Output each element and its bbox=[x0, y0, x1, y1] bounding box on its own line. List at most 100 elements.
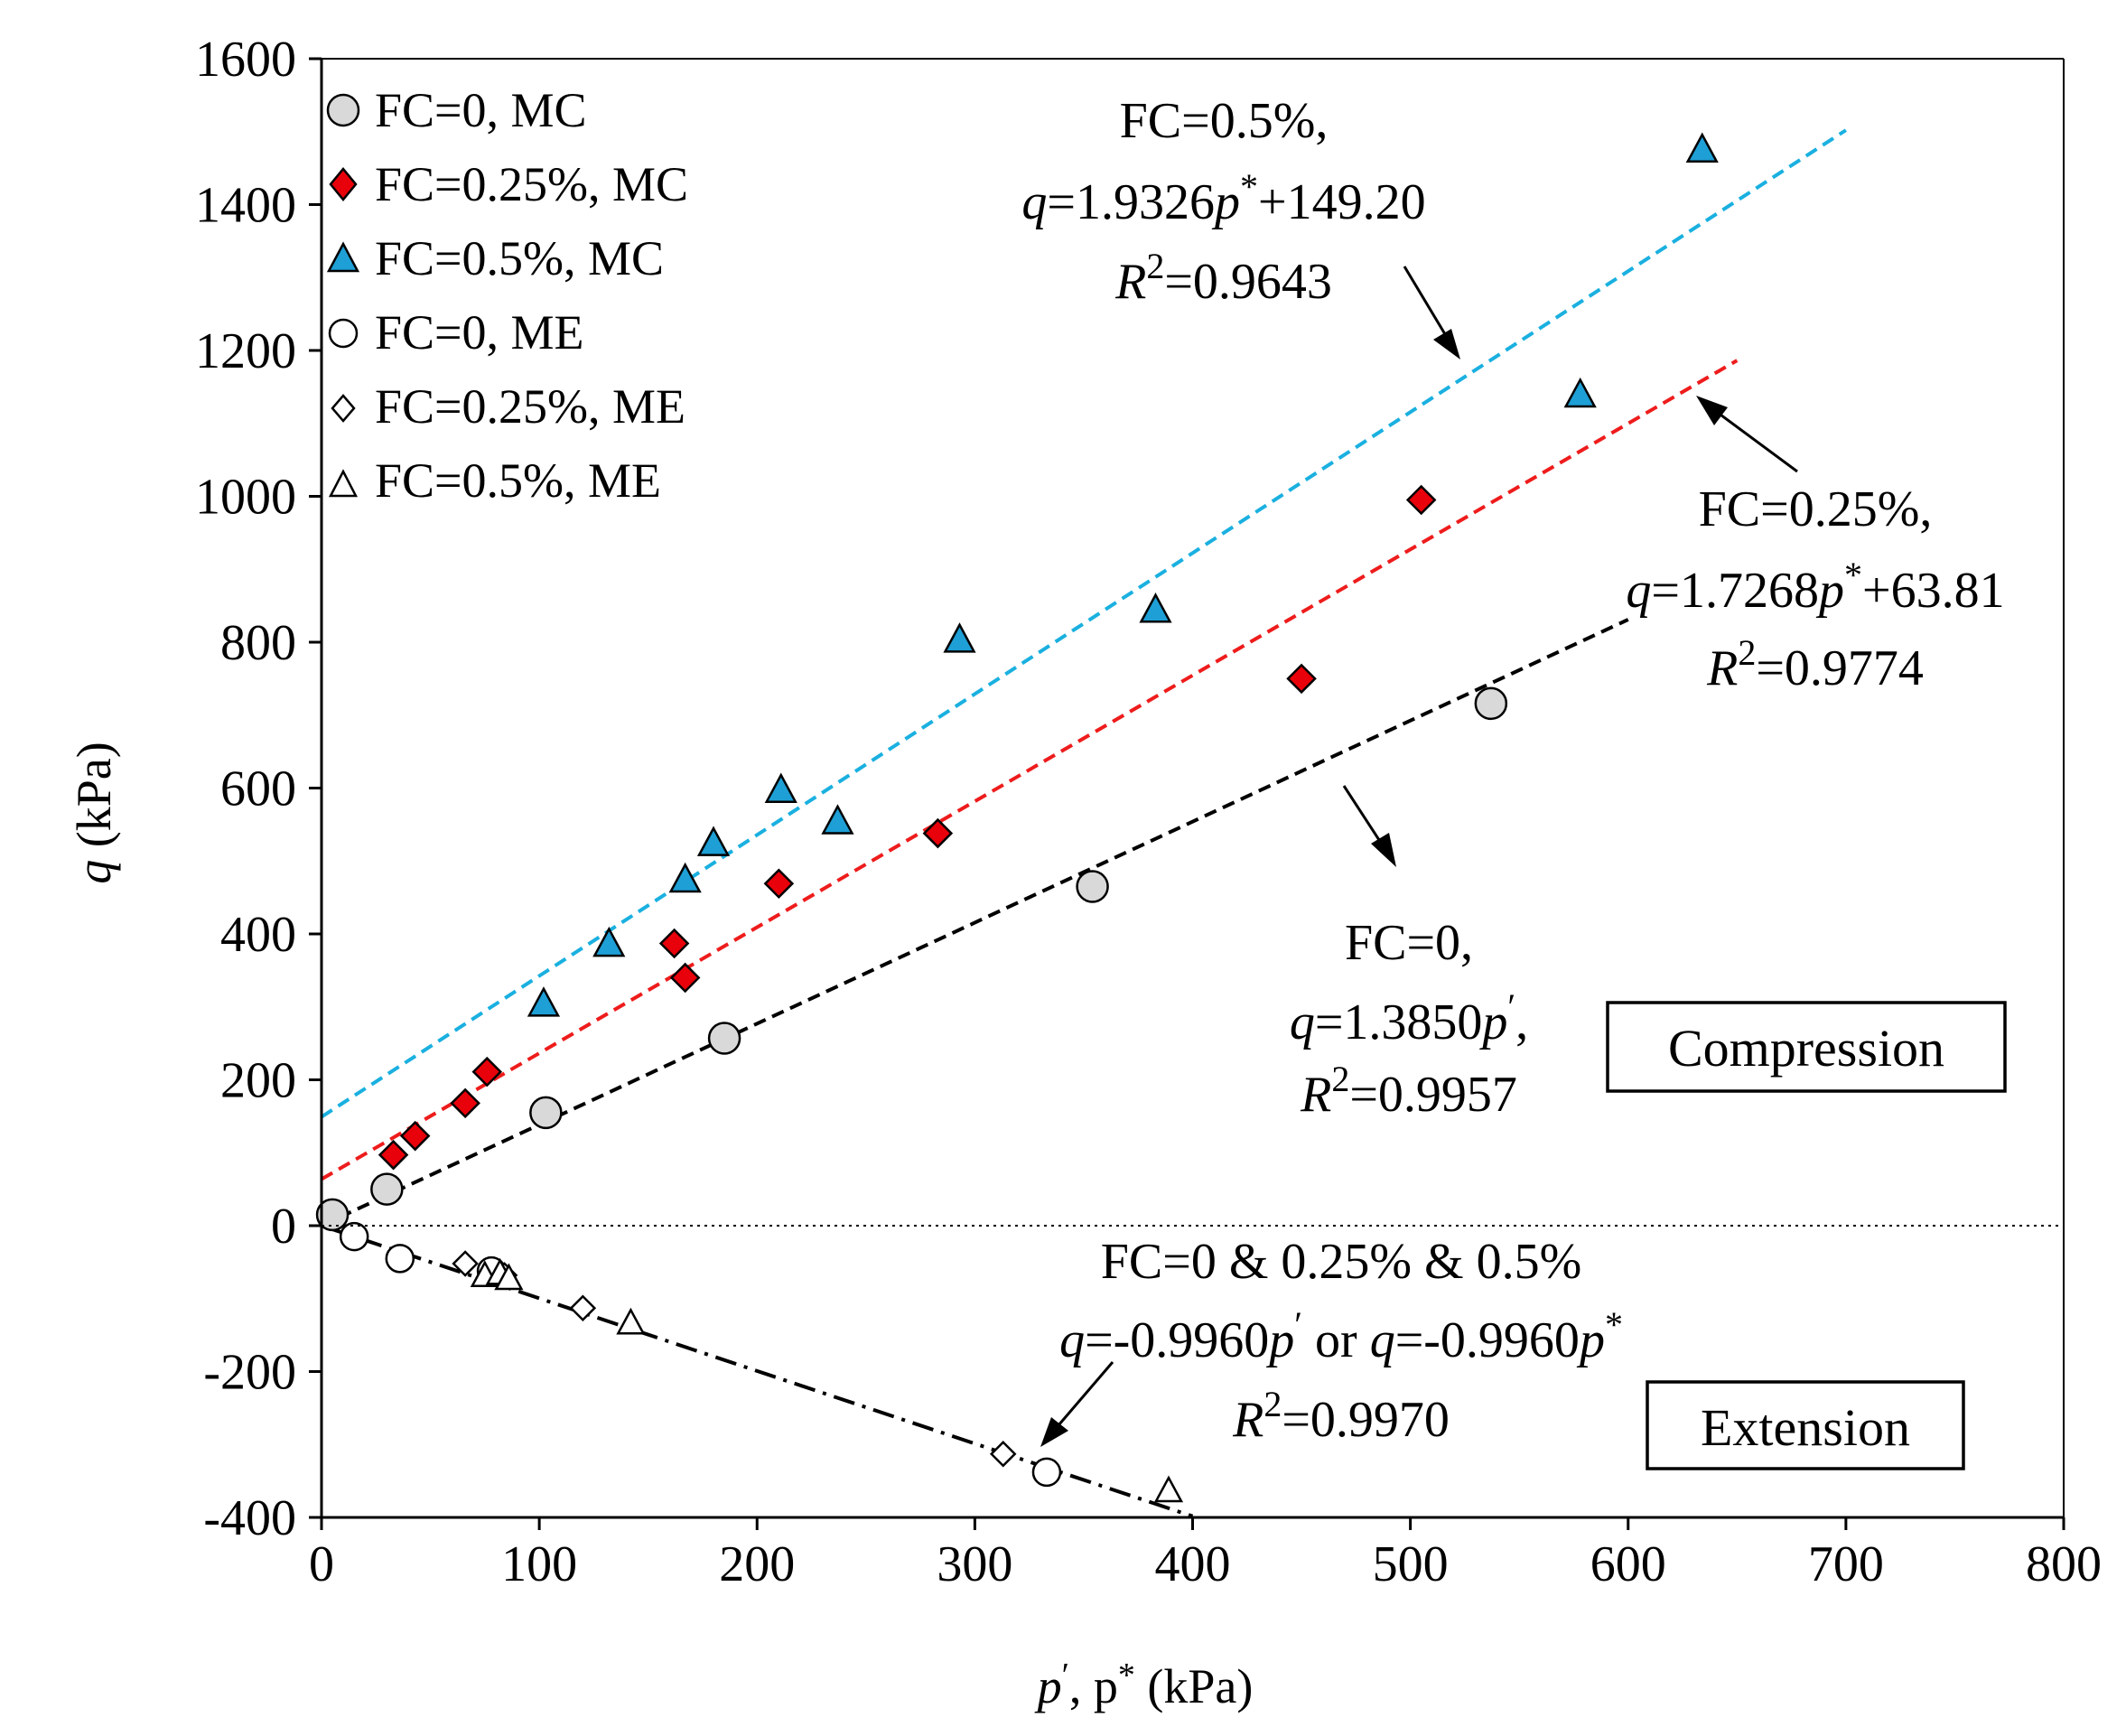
y-tick-label: 1000 bbox=[195, 470, 296, 526]
point-s3-3 bbox=[1031, 1457, 1062, 1488]
annotation-ext-arrowhead bbox=[1040, 1417, 1068, 1447]
y-tick-label: -200 bbox=[203, 1345, 296, 1401]
legend-label-fc05-me: FC=0.5%, ME bbox=[375, 453, 661, 508]
legend-label-fc025-mc: FC=0.25%, MC bbox=[375, 157, 688, 211]
point-s1-5 bbox=[669, 962, 701, 994]
point-s5-2 bbox=[494, 1263, 524, 1291]
y-tick-label: 1200 bbox=[195, 323, 296, 379]
compression-label-box: Compression bbox=[1606, 1001, 2007, 1093]
legend-label-fc0-mc: FC=0, MC bbox=[375, 83, 587, 137]
point-s2-2 bbox=[668, 862, 702, 893]
annotation-fc05-equation: q=1.9326p*+149.20 bbox=[1021, 166, 1425, 230]
legend-marker-fc05-me bbox=[328, 469, 359, 498]
point-s2-6 bbox=[943, 622, 976, 653]
legend-label-fc05-mc: FC=0.5%, MC bbox=[375, 231, 664, 285]
annotation-fc025-arrowhead bbox=[1696, 396, 1728, 425]
point-s1-1 bbox=[399, 1120, 431, 1152]
annotation-fc0: FC=0, q=1.3850p′, R2=0.9957 bbox=[1290, 785, 1528, 1123]
extension-box bbox=[1646, 1380, 1965, 1470]
x-tick-label: 200 bbox=[719, 1536, 795, 1592]
annotation-fc0-title: FC=0, bbox=[1345, 915, 1473, 971]
compression-box bbox=[1606, 1001, 2007, 1093]
point-s0-3 bbox=[707, 1022, 741, 1055]
x-tick-label: 100 bbox=[501, 1536, 577, 1592]
point-s2-8 bbox=[1563, 377, 1597, 408]
annotation-fc0-arrowhead bbox=[1371, 833, 1396, 867]
point-s1-0 bbox=[378, 1139, 409, 1171]
x-tick-label: 0 bbox=[309, 1536, 334, 1592]
y-tick-label: 1600 bbox=[195, 32, 296, 88]
point-s4-0 bbox=[452, 1250, 479, 1277]
extension-label: Extension bbox=[1701, 1398, 1910, 1457]
point-s1-4 bbox=[658, 928, 690, 959]
data-points bbox=[315, 132, 1719, 1503]
point-s5-4 bbox=[1153, 1475, 1184, 1503]
point-s1-6 bbox=[763, 868, 795, 900]
point-s1-8 bbox=[1286, 663, 1317, 695]
y-tick-label: 0 bbox=[271, 1199, 296, 1255]
point-s3-0 bbox=[339, 1221, 369, 1252]
legend-marker-fc025-mc bbox=[329, 167, 358, 201]
annotation-fc025-equation: q=1.7268p*+63.81 bbox=[1626, 555, 2004, 619]
legend: FC=0, MC FC=0.25%, MC FC=0.5%, MC FC=0, … bbox=[326, 83, 688, 508]
x-tick-label: 600 bbox=[1590, 1536, 1666, 1592]
point-s5-3 bbox=[616, 1307, 646, 1335]
point-s2-3 bbox=[696, 826, 731, 856]
trendline-0 bbox=[320, 128, 1847, 1119]
annotation-ext-equation: q=-0.9960p′ or q=-0.9960p* bbox=[1059, 1304, 1623, 1368]
y-tick-label: 600 bbox=[220, 761, 296, 817]
y-axis-label: q (kPa) bbox=[67, 742, 121, 883]
point-s2-1 bbox=[592, 926, 626, 957]
y-tick-label: -400 bbox=[203, 1490, 296, 1546]
trendline-1 bbox=[320, 359, 1739, 1181]
legend-marker-fc025-me bbox=[331, 394, 356, 423]
annotation-fc05-title: FC=0.5%, bbox=[1120, 93, 1329, 149]
extension-label-box: Extension bbox=[1646, 1380, 1965, 1470]
x-axis-label: p′, p* (kPa) bbox=[1034, 1657, 1254, 1713]
y-tick-label: 200 bbox=[220, 1053, 296, 1109]
legend-label-fc0-me: FC=0, ME bbox=[375, 305, 584, 359]
compression-label: Compression bbox=[1668, 1019, 1944, 1078]
x-tick-label: 400 bbox=[1155, 1536, 1231, 1592]
annotation-fc0-r2: R2=0.9957 bbox=[1300, 1059, 1517, 1123]
legend-marker-fc05-mc bbox=[326, 241, 360, 273]
annotation-fc05-arrowhead bbox=[1433, 329, 1460, 359]
point-s3-1 bbox=[385, 1244, 415, 1274]
annotation-fc05-r2: R2=0.9643 bbox=[1114, 246, 1332, 310]
point-s1-3 bbox=[471, 1056, 503, 1087]
point-s1-9 bbox=[1405, 484, 1437, 516]
annotation-fc025-title: FC=0.25%, bbox=[1699, 481, 1933, 537]
annotation-fc025-arrow bbox=[1706, 403, 1798, 473]
axes: 0 100 200 300 400 500 600 700 800 -400 -200 0 200 400… bbox=[195, 32, 2102, 1592]
x-tick-label: 300 bbox=[937, 1536, 1012, 1592]
point-s0-0 bbox=[315, 1198, 350, 1232]
annotation-fc025-r2: R2=0.9774 bbox=[1706, 632, 1924, 696]
x-tick-label: 500 bbox=[1373, 1536, 1449, 1592]
x-tick-label: 700 bbox=[1808, 1536, 1884, 1592]
point-s4-2 bbox=[569, 1294, 597, 1322]
legend-marker-fc0-mc bbox=[326, 93, 360, 127]
point-s0-4 bbox=[1076, 870, 1109, 903]
point-s2-0 bbox=[527, 986, 561, 1017]
annotation-fc0-equation: q=1.3850p′, bbox=[1290, 986, 1528, 1050]
annotation-ext-r2: R2=0.9970 bbox=[1232, 1384, 1450, 1448]
point-s2-7 bbox=[1139, 593, 1172, 623]
y-tick-label: 800 bbox=[220, 615, 296, 671]
point-s2-9 bbox=[1685, 132, 1719, 163]
point-s2-5 bbox=[821, 804, 854, 835]
y-tick-label: 400 bbox=[220, 907, 296, 963]
legend-label-fc025-me: FC=0.25%, ME bbox=[375, 379, 685, 434]
point-s1-2 bbox=[450, 1087, 480, 1119]
point-s2-4 bbox=[764, 772, 797, 803]
legend-marker-fc0-me bbox=[328, 318, 359, 349]
point-s4-3 bbox=[989, 1440, 1017, 1468]
point-s0-5 bbox=[1474, 686, 1508, 721]
point-s0-2 bbox=[529, 1096, 563, 1130]
x-tick-label: 800 bbox=[2026, 1536, 2102, 1592]
annotation-fc05: FC=0.5%, q=1.9326p*+149.20 R2=0.9643 bbox=[1021, 93, 1460, 359]
y-tick-label: 1400 bbox=[195, 178, 296, 234]
annotation-ext-title: FC=0 & 0.25% & 0.5% bbox=[1101, 1234, 1582, 1290]
point-s1-7 bbox=[922, 817, 954, 849]
point-s0-1 bbox=[370, 1172, 404, 1206]
